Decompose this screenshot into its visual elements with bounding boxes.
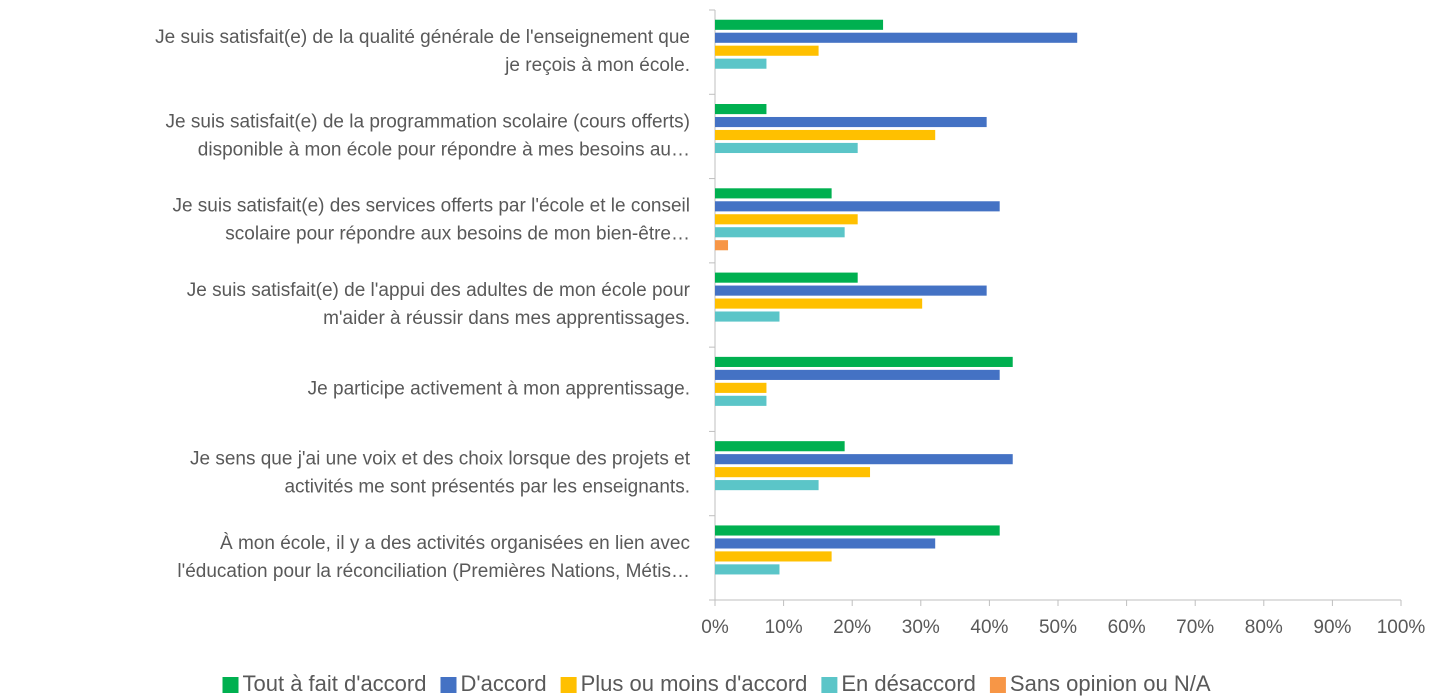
bar bbox=[715, 382, 767, 393]
bar bbox=[715, 129, 936, 141]
bar bbox=[715, 58, 767, 69]
x-tick-label: 30% bbox=[902, 617, 940, 638]
legend-label: Sans opinion ou N/A bbox=[1010, 671, 1211, 696]
category-label: Je suis satisfait(e) de l'appui des adul… bbox=[187, 280, 691, 329]
legend-label: Tout à fait d'accord bbox=[243, 671, 427, 696]
bar bbox=[715, 480, 819, 491]
x-tick-label: 100% bbox=[1377, 617, 1426, 638]
x-tick-label: 60% bbox=[1108, 617, 1146, 638]
category-label: Je participe activement à mon apprentiss… bbox=[308, 378, 690, 399]
category-label: À mon école, il y a des activités organi… bbox=[177, 533, 690, 582]
bar bbox=[715, 142, 858, 154]
legend: Tout à fait d'accord D'accord Plus ou moin… bbox=[222, 671, 1211, 696]
x-tick-label: 50% bbox=[1039, 617, 1077, 638]
bar bbox=[715, 298, 923, 309]
bar bbox=[715, 188, 832, 199]
x-tick-label: 40% bbox=[970, 617, 1008, 638]
bar bbox=[715, 395, 767, 406]
bar bbox=[715, 116, 987, 128]
bar bbox=[715, 240, 729, 251]
bar bbox=[715, 227, 845, 238]
x-tick-label: 0% bbox=[701, 617, 729, 638]
bar bbox=[715, 285, 987, 296]
legend-label: Plus ou moins d'accord bbox=[581, 671, 808, 696]
bar bbox=[715, 32, 1078, 43]
bar bbox=[715, 201, 1000, 212]
bar bbox=[715, 454, 1013, 465]
legend-label: En désaccord bbox=[841, 671, 976, 696]
bar bbox=[715, 356, 1013, 367]
x-tick-label: 20% bbox=[833, 617, 871, 638]
bar bbox=[715, 311, 780, 322]
bar bbox=[715, 104, 767, 115]
x-tick-label: 90% bbox=[1313, 617, 1351, 638]
bar bbox=[715, 551, 832, 562]
bar bbox=[715, 467, 871, 478]
category-label: Je suis satisfait(e) de la programmation… bbox=[166, 111, 690, 160]
legend-swatch bbox=[821, 677, 838, 693]
legend-swatch bbox=[222, 677, 239, 693]
legend-label: D'accord bbox=[460, 671, 546, 696]
bar bbox=[715, 45, 819, 56]
x-tick-label: 10% bbox=[765, 617, 803, 638]
x-tick-label: 80% bbox=[1245, 617, 1283, 638]
category-label: Je suis satisfait(e) des services offert… bbox=[172, 196, 690, 245]
legend-swatch bbox=[560, 677, 577, 693]
bar bbox=[715, 369, 1000, 380]
legend-swatch bbox=[440, 677, 457, 693]
bar bbox=[715, 272, 858, 283]
bar bbox=[715, 564, 780, 575]
bar bbox=[715, 19, 884, 30]
bar bbox=[715, 441, 845, 452]
bar bbox=[715, 214, 858, 225]
legend-swatch bbox=[989, 677, 1006, 693]
category-label: Je suis satisfait(e) de la qualité génér… bbox=[155, 27, 690, 76]
bar bbox=[715, 538, 936, 549]
bar bbox=[715, 525, 1000, 536]
x-tick-label: 70% bbox=[1176, 617, 1214, 638]
category-label: Je sens que j'ai une voix et des choix l… bbox=[190, 449, 691, 498]
